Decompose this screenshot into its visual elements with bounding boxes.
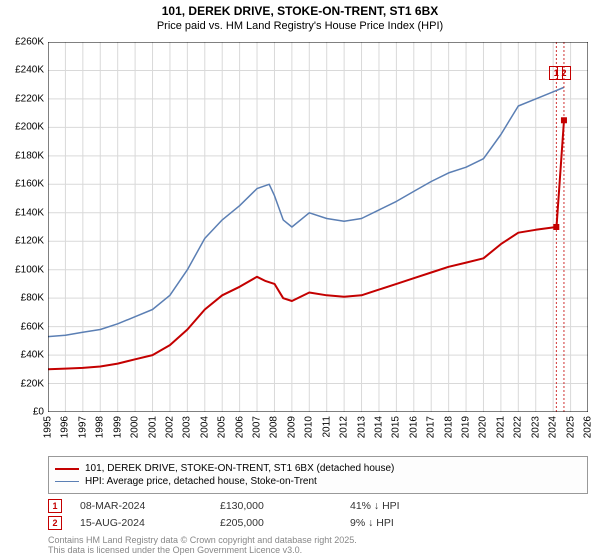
x-tick-label: 2001: [147, 416, 158, 438]
y-tick-label: £240K: [15, 65, 44, 76]
x-tick-label: 2023: [530, 416, 541, 438]
transaction-marker: 2: [48, 516, 62, 530]
footnote-line2: This data is licensed under the Open Gov…: [48, 546, 357, 556]
transaction-price: £205,000: [220, 517, 350, 529]
x-tick-label: 2011: [321, 416, 332, 438]
transaction-marker: 1: [48, 499, 62, 513]
x-tick-label: 1996: [60, 416, 71, 438]
x-tick-label: 2021: [495, 416, 506, 438]
footnote: Contains HM Land Registry data © Crown c…: [48, 536, 357, 556]
x-tick-label: 2000: [130, 416, 141, 438]
y-tick-label: £260K: [15, 37, 44, 48]
x-tick-label: 2003: [182, 416, 193, 438]
chart-container: 101, DEREK DRIVE, STOKE-ON-TRENT, ST1 6B…: [0, 0, 600, 560]
x-axis: 1995199619971998199920002001200220032004…: [48, 414, 588, 454]
x-tick-label: 1995: [43, 416, 54, 438]
legend-swatch: [55, 468, 79, 470]
x-tick-label: 2014: [373, 416, 384, 438]
x-tick-label: 2005: [217, 416, 228, 438]
chart-svg: [48, 42, 588, 412]
transaction-date: 08-MAR-2024: [80, 500, 220, 512]
legend-item: 101, DEREK DRIVE, STOKE-ON-TRENT, ST1 6B…: [55, 463, 581, 474]
title-block: 101, DEREK DRIVE, STOKE-ON-TRENT, ST1 6B…: [0, 0, 600, 34]
x-tick-label: 2020: [478, 416, 489, 438]
x-tick-label: 2013: [356, 416, 367, 438]
transaction-delta: 9% ↓ HPI: [350, 517, 480, 529]
x-tick-label: 1998: [95, 416, 106, 438]
x-tick-label: 2010: [304, 416, 315, 438]
x-tick-label: 2025: [565, 416, 576, 438]
chart-title-line2: Price paid vs. HM Land Registry's House …: [0, 20, 600, 32]
x-tick-label: 2026: [583, 416, 594, 438]
y-tick-label: £20K: [21, 378, 44, 389]
y-tick-label: £80K: [21, 293, 44, 304]
legend-label: HPI: Average price, detached house, Stok…: [85, 476, 317, 487]
y-tick-label: £100K: [15, 264, 44, 275]
chart-marker-label: 2: [557, 66, 571, 80]
chart-title-line1: 101, DEREK DRIVE, STOKE-ON-TRENT, ST1 6B…: [0, 4, 600, 18]
transaction-date: 15-AUG-2024: [80, 517, 220, 529]
y-axis: £0£20K£40K£60K£80K£100K£120K£140K£160K£1…: [0, 42, 46, 412]
legend: 101, DEREK DRIVE, STOKE-ON-TRENT, ST1 6B…: [48, 456, 588, 494]
y-tick-label: £180K: [15, 150, 44, 161]
legend-label: 101, DEREK DRIVE, STOKE-ON-TRENT, ST1 6B…: [85, 463, 394, 474]
transaction-delta: 41% ↓ HPI: [350, 500, 480, 512]
x-tick-label: 2024: [548, 416, 559, 438]
y-tick-label: £140K: [15, 207, 44, 218]
x-tick-label: 2012: [339, 416, 350, 438]
x-tick-label: 2004: [199, 416, 210, 438]
legend-swatch: [55, 481, 79, 483]
x-tick-label: 2002: [164, 416, 175, 438]
transaction-row: 2 15-AUG-2024£205,0009% ↓ HPI: [48, 516, 588, 530]
y-tick-label: £120K: [15, 236, 44, 247]
x-tick-label: 2015: [391, 416, 402, 438]
x-tick-label: 2006: [234, 416, 245, 438]
x-tick-label: 1997: [77, 416, 88, 438]
x-tick-label: 2017: [426, 416, 437, 438]
y-tick-label: £220K: [15, 93, 44, 104]
legend-item: HPI: Average price, detached house, Stok…: [55, 476, 581, 487]
y-tick-label: £40K: [21, 350, 44, 361]
plot-area: 12: [48, 42, 588, 412]
y-tick-label: £60K: [21, 321, 44, 332]
transaction-table: 1 08-MAR-2024£130,00041% ↓ HPI 2 15-AUG-202…: [48, 496, 588, 533]
x-tick-label: 1999: [112, 416, 123, 438]
x-tick-label: 2009: [286, 416, 297, 438]
x-tick-label: 2022: [513, 416, 524, 438]
x-tick-label: 2007: [252, 416, 263, 438]
x-tick-label: 2016: [408, 416, 419, 438]
transaction-row: 1 08-MAR-2024£130,00041% ↓ HPI: [48, 499, 588, 513]
y-tick-label: £200K: [15, 122, 44, 133]
x-tick-label: 2018: [443, 416, 454, 438]
x-tick-label: 2019: [461, 416, 472, 438]
y-tick-label: £160K: [15, 179, 44, 190]
transaction-price: £130,000: [220, 500, 350, 512]
x-tick-label: 2008: [269, 416, 280, 438]
